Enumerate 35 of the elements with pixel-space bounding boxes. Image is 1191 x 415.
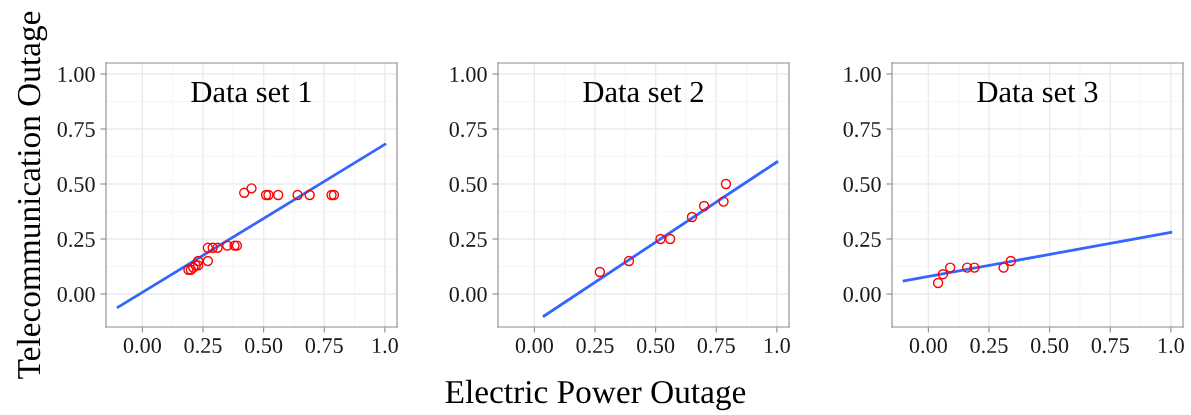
y-tick-label: 0.75 xyxy=(449,121,487,138)
x-tick-label: 0.75 xyxy=(697,338,735,354)
y-tick-label: 0.75 xyxy=(843,121,881,138)
x-tick-label: 0.50 xyxy=(245,338,283,354)
x-tick-label: 0.25 xyxy=(576,338,614,354)
x-tick-label: 0.75 xyxy=(305,338,343,354)
x-tick-label: 0.25 xyxy=(970,338,1008,354)
y-tick-label: 0.75 xyxy=(57,121,95,138)
y-tick-label: 0.00 xyxy=(843,286,881,303)
y-tick-label: 1.00 xyxy=(450,66,487,83)
y-tick-label: 0.50 xyxy=(843,176,881,193)
chart-title: Data set 1 xyxy=(191,81,311,103)
x-tick-label: 0.00 xyxy=(909,338,947,354)
x-tick-label: 1.0 xyxy=(764,338,790,354)
y-tick-label: 0.50 xyxy=(449,176,487,193)
x-tick-label: 0.50 xyxy=(637,338,675,354)
x-axis-title: Electric Power Outage xyxy=(445,379,746,411)
x-tick-label: 0.50 xyxy=(1031,338,1069,354)
chart-title: Data set 2 xyxy=(583,81,703,103)
y-tick-label: 0.25 xyxy=(449,231,487,248)
y-tick-label: 1.00 xyxy=(58,66,95,83)
y-tick-label: 0.00 xyxy=(57,286,95,303)
y-tick-label: 0.25 xyxy=(843,231,881,248)
y-axis-title: Telecommunication Outage xyxy=(16,11,48,379)
x-tick-label: 1.0 xyxy=(1158,338,1184,354)
x-tick-label: 1.0 xyxy=(372,338,398,354)
x-tick-label: 0.00 xyxy=(515,338,553,354)
x-tick-label: 0.25 xyxy=(184,338,222,354)
y-tick-label: 0.25 xyxy=(57,231,95,248)
y-tick-label: 1.00 xyxy=(844,66,881,83)
y-tick-label: 0.50 xyxy=(57,176,95,193)
y-tick-label: 0.00 xyxy=(449,286,487,303)
chart-title: Data set 3 xyxy=(977,81,1098,103)
x-tick-label: 0.00 xyxy=(123,338,161,354)
x-tick-label: 0.75 xyxy=(1091,338,1129,354)
